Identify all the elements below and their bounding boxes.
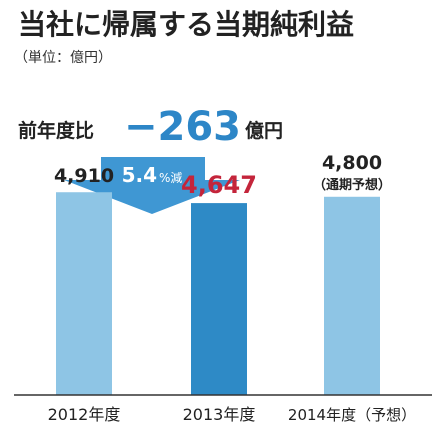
value-sublabel-2: （通期予想） bbox=[313, 177, 391, 193]
bar-0 bbox=[56, 192, 112, 395]
yoy-unit: 億円 bbox=[245, 119, 283, 142]
unit-label: （単位：億円） bbox=[14, 50, 112, 66]
x-tick-label-0: 2012年度 bbox=[48, 405, 121, 424]
bars-group bbox=[56, 192, 380, 395]
value-labels-group: 4,910 4,647 4,800 （通期予想） bbox=[54, 152, 391, 199]
chart-title: 当社に帰属する当期純利益 bbox=[18, 8, 354, 41]
value-label-0: 4,910 bbox=[54, 165, 114, 187]
yoy-value: −263 bbox=[124, 104, 241, 150]
bar-2 bbox=[324, 196, 380, 395]
decrease-rate-suffix: %減 bbox=[159, 170, 182, 185]
bar-1 bbox=[191, 203, 247, 395]
decrease-arrow-icon bbox=[64, 157, 240, 214]
yoy-label: 前年度比 bbox=[18, 119, 94, 142]
x-tick-label-1: 2013年度 bbox=[183, 405, 256, 424]
yoy-label-text: 前年度比 bbox=[18, 119, 94, 142]
value-label-2: 4,800 bbox=[322, 152, 382, 174]
tick-labels-group: 2012年度 2013年度 2014年度（予想） bbox=[48, 405, 416, 424]
decrease-rate-value: 5.4 bbox=[122, 163, 157, 187]
x-tick-label-2: 2014年度（予想） bbox=[288, 406, 416, 424]
decrease-rate: 5.4 %減 bbox=[122, 163, 183, 187]
value-label-1: 4,647 bbox=[181, 171, 257, 199]
